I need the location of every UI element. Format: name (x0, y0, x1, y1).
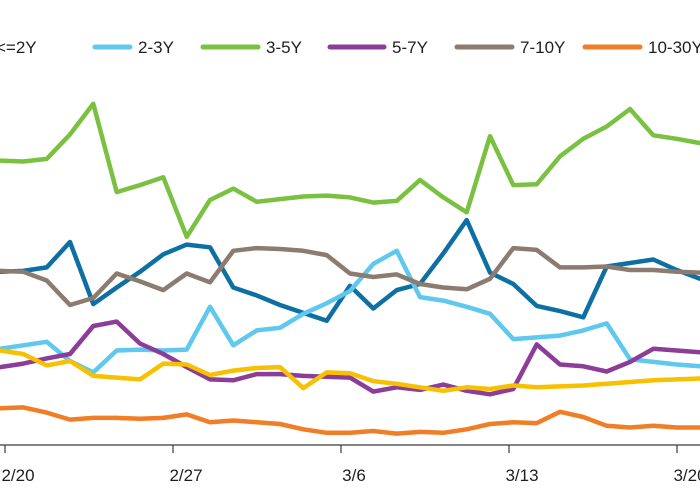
legend-label: <=2Y (0, 38, 37, 57)
legend-item-10-30y: 10-30Y (582, 38, 700, 57)
legend-label: 3-5Y (266, 38, 302, 57)
x-tick-label: 2/27 (169, 466, 202, 485)
x-tick-label: 3/6 (342, 466, 366, 485)
x-axis: 2/20 2/27 3/6 3/13 3/20 (0, 444, 700, 485)
legend-label: 7-10Y (520, 38, 565, 57)
series-line-10-30y (0, 405, 700, 436)
legend-item-5-7y: 5-7Y (327, 38, 428, 57)
x-tick-label: 3/20 (673, 466, 700, 485)
x-tick-label: 2/20 (1, 466, 34, 485)
series-line-5-7y (0, 319, 700, 397)
series-line-le2y (0, 217, 700, 324)
legend-label: 5-7Y (392, 38, 428, 57)
legend-label: 10-30Y (648, 38, 700, 57)
series-line-7-10y (0, 245, 700, 308)
legend-item-le2y: <=2Y (0, 38, 37, 57)
legend-item-7-10y: 7-10Y (454, 38, 565, 57)
legend-label: 2-3Y (138, 38, 174, 57)
legend: <=2Y 2-3Y 3-5Y 5-7Y 7-10Y 10-30Y (0, 38, 700, 57)
series-lines (0, 101, 700, 436)
legend-item-3-5y: 3-5Y (200, 38, 302, 57)
series-line-2-3y (0, 248, 700, 375)
series-line-3-5y (0, 101, 700, 240)
legend-item-2-3y: 2-3Y (92, 38, 174, 57)
x-tick-label: 3/13 (505, 466, 538, 485)
series-line-unlabeled-6 (0, 348, 700, 394)
